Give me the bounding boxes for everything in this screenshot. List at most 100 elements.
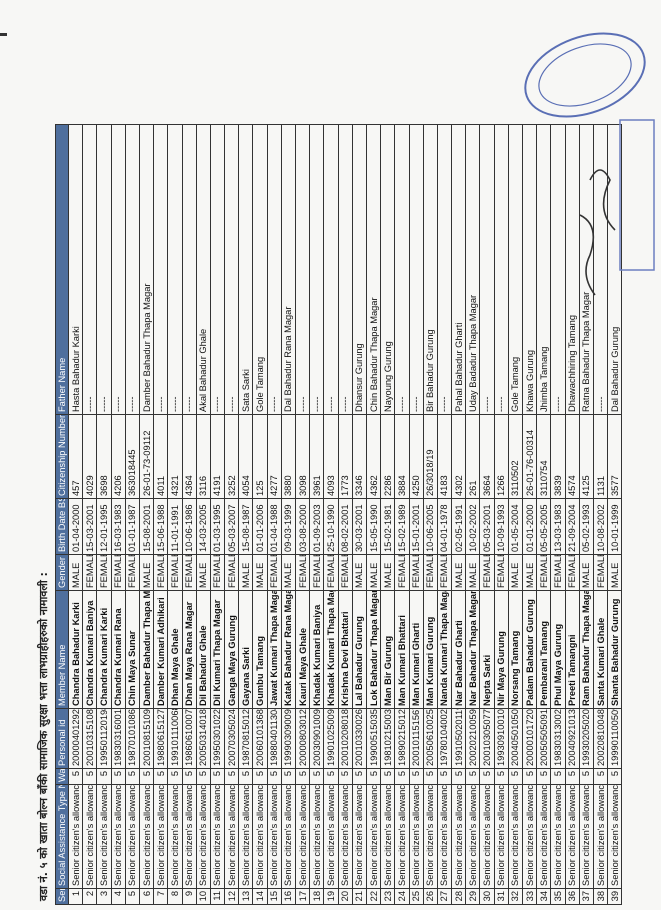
table-cell: Khadak Kumari Thapa Magar [323,590,339,709]
table-cell: 2003090100969 [309,708,324,769]
table-cell: Khadak Kumari Baniya [309,590,324,709]
table-cell: Chin Bahadur Thapa Magar [366,124,381,415]
table-cell: 5 [409,768,424,785]
table-cell: Dil Bahadur Ghale [196,590,211,709]
table-cell: 02-05-1991 [451,498,466,555]
table-cell: Man Bir Gurung [380,590,395,709]
table-cell: 13 [238,888,253,905]
table-cell: MALE [508,554,523,591]
table-cell: Damber Bahadur Thapa Magar [139,124,154,415]
table-cell: Ganga Maya Gurung [224,590,239,709]
table-cell: 1995030102271 [210,708,225,769]
table-cell: MALE [252,554,268,591]
table-cell: Senior citizen's allowance-70 abc [111,784,126,889]
table-cell: FEMALE [536,554,551,591]
table-cell: Senior citizen's allowance-70 abc [352,784,367,889]
table-cell: FEMALE [295,554,310,591]
table-cell: 09-03-1999 [281,498,296,555]
table-row: 25 Senior citizen's allowance-70 abc 5 2001… [409,124,424,905]
table-cell: FEMALE [338,554,353,591]
table-cell: MALE [465,554,480,591]
table-cell: 26-01-73-09112 [139,414,154,499]
table-cell: 27 [437,888,452,905]
table-row: 10 Senior citizen's allowance-70 abc 5 2005… [196,124,211,905]
table-cell: 12 [224,888,239,905]
table-cell: ----- [167,124,182,415]
table-cell: 1978010400246 [437,708,452,769]
table-cell: 5 [437,768,452,785]
table-cell: Senior citizen's allowance-70 abc [366,784,381,889]
office-stamp-inner [538,43,632,107]
table-cell: 01-03-1995 [210,498,225,555]
table-cell: Senior citizen's allowance-70 abc [252,784,268,889]
table-cell: 15-03-2001 [82,498,97,555]
table-cell: 5 [465,768,480,785]
table-cell: 32 [508,888,523,905]
table-cell: Chin Maya Sunar [125,590,140,709]
table-cell: ----- [111,124,126,415]
table-cell: MALE [352,554,367,591]
table-row: 13 Senior citizen's allowance-70 abc 5 1987… [238,124,253,905]
table-cell: FEMALE [111,554,126,591]
table-cell: 10-08-2002 [593,498,608,555]
table-cell: 10-02-2002 [465,498,480,555]
table-row: 12 Senior citizen's allowance-70 abc 5 2007… [224,124,239,905]
table-cell: 16-03-1983 [111,498,126,555]
table-cell: 3577 [607,414,622,499]
table-cell: FEMALE [125,554,140,591]
table-cell: 5 [565,768,580,785]
table-cell: FEMALE [224,554,239,591]
table-cell: 5 [196,768,211,785]
table-row: 14 Senior citizen's allowance-70 abc 5 2006… [252,124,268,905]
table-cell: 5 [593,768,608,785]
table-row: 26 Senior citizen's allowance-70 abc 5 2005… [423,124,438,905]
table-row: 23 Senior citizen's allowance-70 abc 5 1981… [380,124,395,905]
table-row: 27 Senior citizen's allowance-70 abc 5 1978… [437,124,452,905]
table-row: 24 Senior citizen's allowance-70 abc 5 1989… [394,124,409,905]
table-cell: ----- [210,124,225,415]
table-row: 3 Senior citizen's allowance-70 abc 5 19950… [96,124,112,905]
table-cell: 34 [536,888,551,905]
table-cell: 4054 [238,414,253,499]
table-cell: 5 [252,768,268,785]
table-cell: 363018445 [125,414,140,499]
table-cell: 1988061512732 [153,708,168,769]
table-cell: Nir Maya Gurung [494,590,509,709]
table-cell: 28 [451,888,466,905]
table-cell: ----- [82,124,97,415]
table-cell: FEMALE [96,554,112,591]
table-cell: Senior citizen's allowance-70 abc [153,784,168,889]
table-cell: ----- [224,124,239,415]
table-cell: 1988040113045 [267,708,282,769]
table-row: 21 Senior citizen's allowance-70 abc 5 2001… [352,124,367,905]
table-cell: Katak Bahadur Rana Magar [281,590,296,709]
table-cell: 2006010136823 [252,708,268,769]
table-cell: FEMALE [210,554,225,591]
table-cell: Senior citizen's allowance-70 abc [508,784,523,889]
table-cell: Lok Bahadur Thapa Magar [366,590,381,709]
table-cell: ----- [182,124,197,415]
table-cell: Senior citizen's allowance-70 abc [295,784,310,889]
table-cell: 5 [139,768,154,785]
table-cell: 5 [380,768,395,785]
table-cell: Bir Bahadur Gurung [423,124,438,415]
table-cell: 2 [82,888,97,905]
table-row: 16 Senior citizen's allowance-70 abc 5 1999… [281,124,296,905]
table-cell: 2000080301292 [295,708,310,769]
table-cell: ----- [153,124,168,415]
table-cell: 25-10-1990 [323,498,339,555]
table-cell: 2005050509154 [536,708,551,769]
table-cell: Akal Bahadur Ghale [196,124,211,415]
table-cell: MALE [196,554,211,591]
table-cell: 3110502 [508,414,523,499]
table-cell: Senior citizen's allowance-70 abc [465,784,480,889]
table-cell: FEMALE [437,554,452,591]
table-row: 9 Senior citizen's allowance-70 abc 5 19860… [182,124,197,905]
table-cell: MALE [281,554,296,591]
table-cell: 1983031300219 [550,708,566,769]
table-cell: 2001031510858 [82,708,97,769]
table-cell: 5 [323,768,339,785]
table-cell: 14-03-2005 [196,498,211,555]
table-cell: 5 [167,768,182,785]
